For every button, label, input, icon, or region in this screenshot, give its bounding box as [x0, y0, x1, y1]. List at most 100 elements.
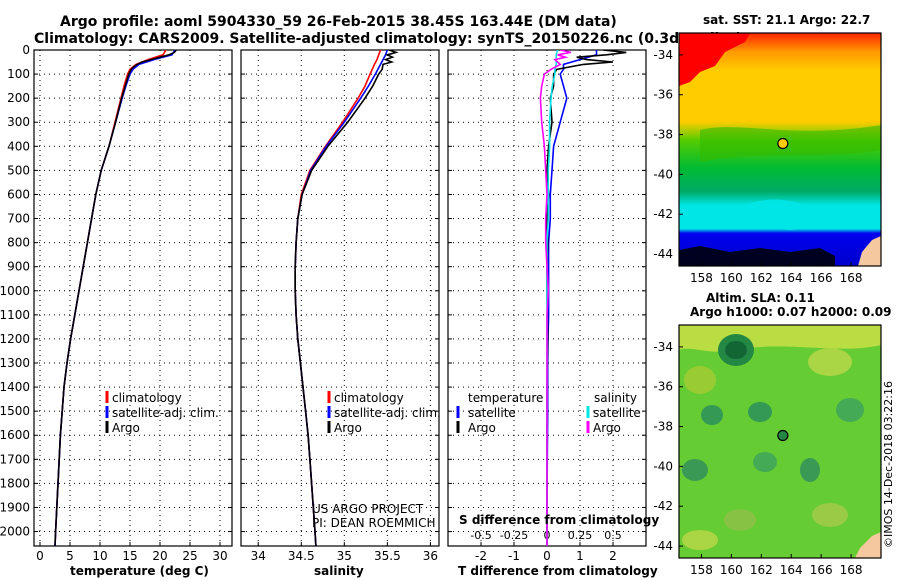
sla-blob [836, 398, 864, 422]
sla-blob [682, 459, 708, 481]
map-x-tick-label: 160 [720, 563, 743, 577]
sst-map-title: sat. SST: 21.1 Argo: 22.7 [703, 13, 870, 27]
sla-map-ticks: 158 160 162 164 166 168 -34 -36 -38 -40 -42 -44 [653, 340, 862, 577]
depth-tick-label: 1700 [0, 452, 30, 466]
legend-satellite-label: satellite-adj. clim. [112, 406, 219, 420]
x-tick-label: 36 [423, 549, 438, 563]
sla-blob [812, 503, 848, 527]
difference-legend: temperature salinity satellite Argo sate… [456, 391, 641, 435]
salinity-legend: climatology satellite-adj. clim. Argo [327, 391, 441, 435]
x-tick-label: 35 [337, 549, 352, 563]
map-x-tick-label: 158 [690, 271, 713, 285]
depth-tick-label: 500 [7, 163, 30, 177]
map-y-tick-label: -38 [653, 128, 673, 142]
sla-blob [753, 452, 777, 472]
map-y-tick-label: -44 [653, 247, 673, 261]
map-x-tick-label: 168 [840, 271, 863, 285]
legend-argo-label: Argo [112, 421, 140, 435]
depth-tick-label: 900 [7, 260, 30, 274]
map-y-tick-label: -44 [653, 539, 673, 553]
x-tick-labels: 0 5 10 15 20 25 30 34 34.5 35 35.5 36 -2 -1 0 1 2 -0.5 -0.… [36, 529, 622, 563]
series-line-climatology [294, 50, 382, 546]
timestamp: ©IMOS 14-Dec-2018 03:22:16 [882, 381, 895, 548]
sst-map [678, 32, 882, 267]
sla-blob [808, 348, 852, 376]
legend-climatology-label: climatology [112, 391, 182, 405]
depth-tick-label: 600 [7, 187, 30, 201]
s-diff-tick-label: -0.5 [470, 529, 491, 542]
map-x-tick-label: 164 [780, 563, 803, 577]
grid-layer [34, 49, 646, 546]
depth-tick-label: 700 [7, 212, 30, 226]
x-tick-label: 1 [576, 549, 584, 563]
sst-warm-patch [679, 33, 750, 86]
salinity-panel-frame [240, 49, 440, 547]
legend-temperature-title: temperature [468, 391, 543, 405]
sla-map-title-line-2: Argo h1000: 0.07 h2000: 0.09 [690, 305, 891, 319]
legend-s-satellite-label: satellite [593, 406, 641, 420]
depth-tick-label: 1800 [0, 476, 30, 490]
series-line-s-argo [539, 50, 571, 546]
legend-satellite-label: satellite-adj. clim. [334, 406, 441, 420]
sla-land [855, 532, 881, 558]
temperature-axis-label: temperature (deg C) [70, 564, 209, 578]
argo-float-marker [777, 137, 789, 150]
depth-tick-label: 400 [7, 139, 30, 153]
salinity-axis-label: salinity [314, 564, 364, 578]
legend-climatology-label: climatology [334, 391, 404, 405]
legend-t-satellite-label: satellite [468, 406, 516, 420]
x-tick-label: 0 [36, 549, 44, 563]
s-diff-tick-label: 0.5 [604, 529, 622, 542]
sla-blob [724, 509, 756, 531]
map-x-tick-label: 160 [720, 271, 743, 285]
x-tick-label: 20 [152, 549, 167, 563]
map-y-tick-label: -40 [653, 167, 673, 181]
x-tick-label: 0 [543, 549, 551, 563]
map-x-tick-label: 162 [750, 563, 773, 577]
s-diff-tick-label: -0.25 [500, 529, 528, 542]
legend-t-argo-label: Argo [468, 421, 496, 435]
depth-tick-label: 1400 [0, 380, 30, 394]
map-y-tick-label: -36 [653, 88, 673, 102]
depth-tick-label: 2000 [0, 525, 30, 539]
s-difference-axis-label: S difference from climatology [459, 513, 659, 527]
series-line-argo [294, 50, 399, 546]
x-tick-label: 25 [182, 549, 197, 563]
x-tick-label: 30 [212, 549, 227, 563]
sla-blob [725, 341, 747, 359]
depth-tick-label: 800 [7, 236, 30, 250]
sst-map-ticks: 158 160 162 164 166 168 -34 -36 -38 -40 -42 -44 [653, 48, 862, 285]
sla-blob [800, 458, 820, 482]
argo-float-marker [777, 429, 789, 442]
sla-map-title-line-1: Altim. SLA: 0.11 [706, 291, 815, 305]
x-tick-label: 34 [251, 549, 266, 563]
sla-map-frame [678, 324, 882, 559]
difference-curves [539, 50, 627, 546]
x-tick-label: 5 [66, 549, 74, 563]
depth-tick-label: 1600 [0, 428, 30, 442]
map-y-tick-label: -38 [653, 420, 673, 434]
depth-tick-label: 1200 [0, 332, 30, 346]
map-x-tick-label: 162 [750, 271, 773, 285]
legend-s-argo-label: Argo [593, 421, 621, 435]
map-x-tick-label: 158 [690, 563, 713, 577]
temperature-legend: climatology satellite-adj. clim. Argo [105, 391, 219, 435]
depth-tick-label: 200 [7, 91, 30, 105]
map-y-tick-label: -42 [653, 207, 673, 221]
title-line-2: Climatology: CARS2009. Satellite-adjuste… [34, 31, 742, 47]
x-tick-label: -1 [508, 549, 520, 563]
map-y-tick-label: -42 [653, 499, 673, 513]
sla-blob [701, 405, 723, 425]
map-y-tick-label: -34 [653, 48, 673, 62]
t-difference-axis-label: T difference from climatology [458, 564, 658, 578]
project-note-line-1: US ARGO PROJECT [312, 502, 424, 516]
depth-tick-label: 1000 [0, 284, 30, 298]
map-x-tick-label: 166 [810, 563, 833, 577]
map-y-tick-label: -34 [653, 340, 673, 354]
map-y-tick-label: -40 [653, 459, 673, 473]
x-tick-label: 15 [122, 549, 137, 563]
salinity-curves [294, 50, 399, 546]
s-diff-tick-label: 0.25 [568, 529, 593, 542]
legend-argo-label: Argo [334, 421, 362, 435]
